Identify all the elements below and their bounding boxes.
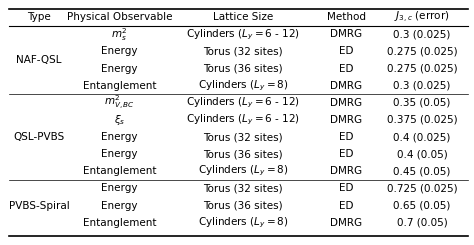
Text: DMRG: DMRG xyxy=(330,166,363,176)
Text: DMRG: DMRG xyxy=(330,218,363,228)
Text: QSL-PVBS: QSL-PVBS xyxy=(14,132,65,142)
Text: Lattice Size: Lattice Size xyxy=(213,12,273,22)
Text: ED: ED xyxy=(339,63,354,74)
Text: 0.275 (0.025): 0.275 (0.025) xyxy=(387,63,457,74)
Text: ED: ED xyxy=(339,47,354,56)
Text: DMRG: DMRG xyxy=(330,98,363,108)
Text: DMRG: DMRG xyxy=(330,81,363,91)
Text: 0.3 (0.025): 0.3 (0.025) xyxy=(393,81,451,91)
Text: 0.375 (0.025): 0.375 (0.025) xyxy=(387,115,457,125)
Text: Torus (32 sites): Torus (32 sites) xyxy=(203,132,283,142)
Text: ED: ED xyxy=(339,200,354,210)
Text: 0.7 (0.05): 0.7 (0.05) xyxy=(397,218,447,228)
Text: NAF-QSL: NAF-QSL xyxy=(17,55,62,65)
Text: 0.45 (0.05): 0.45 (0.05) xyxy=(393,166,451,176)
Text: Cylinders ($L_y = 6$ - 12): Cylinders ($L_y = 6$ - 12) xyxy=(186,27,300,42)
Text: 0.4 (0.05): 0.4 (0.05) xyxy=(397,149,447,159)
Text: Type: Type xyxy=(27,12,51,22)
Text: 0.725 (0.025): 0.725 (0.025) xyxy=(387,184,457,193)
Text: 0.4 (0.025): 0.4 (0.025) xyxy=(393,132,451,142)
Text: ED: ED xyxy=(339,132,354,142)
Text: Physical Observable: Physical Observable xyxy=(67,12,172,22)
Text: $\xi_s$: $\xi_s$ xyxy=(114,113,125,127)
Text: Energy: Energy xyxy=(101,149,137,159)
Text: ED: ED xyxy=(339,149,354,159)
Text: 0.35 (0.05): 0.35 (0.05) xyxy=(393,98,451,108)
Text: $m_s^2$: $m_s^2$ xyxy=(111,26,128,43)
Text: Method: Method xyxy=(327,12,366,22)
Text: Torus (36 sites): Torus (36 sites) xyxy=(203,200,283,210)
Text: Entanglement: Entanglement xyxy=(82,81,156,91)
Text: Torus (36 sites): Torus (36 sites) xyxy=(203,63,283,74)
Text: Cylinders ($L_y = 6$ - 12): Cylinders ($L_y = 6$ - 12) xyxy=(186,113,300,127)
Text: DMRG: DMRG xyxy=(330,29,363,39)
Text: Cylinders ($L_y = 8$): Cylinders ($L_y = 8$) xyxy=(198,215,289,230)
Text: $m_{V,BC}^2$: $m_{V,BC}^2$ xyxy=(104,94,135,112)
Text: Cylinders ($L_y = 8$): Cylinders ($L_y = 8$) xyxy=(198,164,289,179)
Text: Energy: Energy xyxy=(101,184,137,193)
Text: Torus (32 sites): Torus (32 sites) xyxy=(203,184,283,193)
Text: Entanglement: Entanglement xyxy=(82,218,156,228)
Text: ED: ED xyxy=(339,184,354,193)
Text: PVBS-Spiral: PVBS-Spiral xyxy=(9,200,70,210)
Text: Energy: Energy xyxy=(101,63,137,74)
Text: 0.3 (0.025): 0.3 (0.025) xyxy=(393,29,451,39)
Text: 0.65 (0.05): 0.65 (0.05) xyxy=(393,200,451,210)
Text: Cylinders ($L_y = 8$): Cylinders ($L_y = 8$) xyxy=(198,78,289,93)
Text: Entanglement: Entanglement xyxy=(82,166,156,176)
Text: Torus (36 sites): Torus (36 sites) xyxy=(203,149,283,159)
Text: Torus (32 sites): Torus (32 sites) xyxy=(203,47,283,56)
Text: 0.275 (0.025): 0.275 (0.025) xyxy=(387,47,457,56)
Text: $J_{3,c}$ (error): $J_{3,c}$ (error) xyxy=(394,10,450,25)
Text: Energy: Energy xyxy=(101,200,137,210)
Text: DMRG: DMRG xyxy=(330,115,363,125)
Text: Energy: Energy xyxy=(101,132,137,142)
Text: Cylinders ($L_y = 6$ - 12): Cylinders ($L_y = 6$ - 12) xyxy=(186,96,300,110)
Text: Energy: Energy xyxy=(101,47,137,56)
